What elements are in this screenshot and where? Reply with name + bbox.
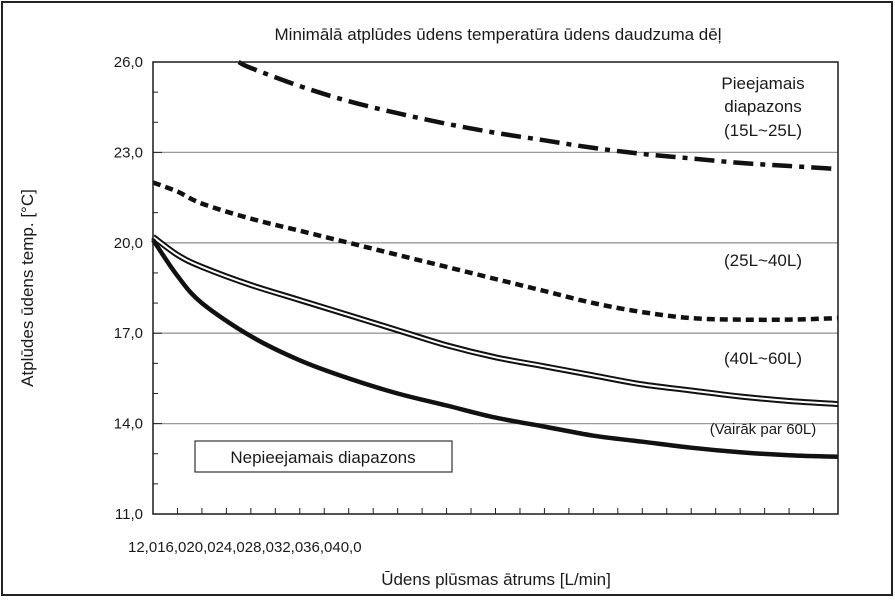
annotation-acceptable-line2: diapazons <box>724 97 802 116</box>
y-tick-label: 26,0 <box>114 54 143 71</box>
y-tick-label: 23,0 <box>114 144 143 161</box>
x-tick-labels: 12,016,020,024,028,032,036,040,0 <box>128 539 362 556</box>
annotation-25-40: (25L~40L) <box>724 251 802 270</box>
chart-title: Minimālā atplūdes ūdens temperatūra ūden… <box>275 25 722 44</box>
y-tick-label: 14,0 <box>114 416 143 433</box>
y-tick-label: 11,0 <box>115 506 143 523</box>
y-tick-label: 20,0 <box>114 235 143 252</box>
y-tick-label: 17,0 <box>114 325 143 342</box>
annotation-60: (Vairāk par 60L) <box>710 421 816 438</box>
y-axis-title: Atplūdes ūdens temp. [°C] <box>18 189 37 387</box>
series-line-2-inner <box>152 235 839 405</box>
grid-layer <box>153 151 838 425</box>
series-line-3 <box>151 238 839 459</box>
y-tick-layer: 11,0 14,0 17,0 20,0 23,0 26,0 <box>114 54 143 523</box>
series-layer <box>151 59 839 459</box>
annotation-unacceptable: Nepieejamais diapazons <box>230 448 415 467</box>
annotation-40-60: (40L~60L) <box>724 349 802 368</box>
x-axis-title: Ūdens plūsmas ātrums [L/min] <box>381 570 611 589</box>
unacceptable-box <box>194 440 453 473</box>
series-line-1 <box>152 180 839 323</box>
annotation-acceptable-line3: (15L~25L) <box>724 121 802 140</box>
plot-area-border <box>152 61 839 515</box>
annotation-acceptable-line1: Pieejamais <box>721 74 804 93</box>
minor-tick-layer <box>152 61 839 515</box>
series-line-0 <box>237 59 839 172</box>
